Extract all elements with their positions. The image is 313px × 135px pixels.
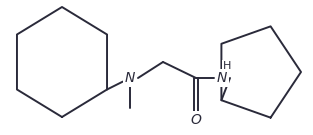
Text: O: O (191, 113, 202, 127)
Text: H: H (223, 61, 231, 71)
Text: N: N (125, 71, 135, 85)
Text: N: N (217, 71, 227, 85)
